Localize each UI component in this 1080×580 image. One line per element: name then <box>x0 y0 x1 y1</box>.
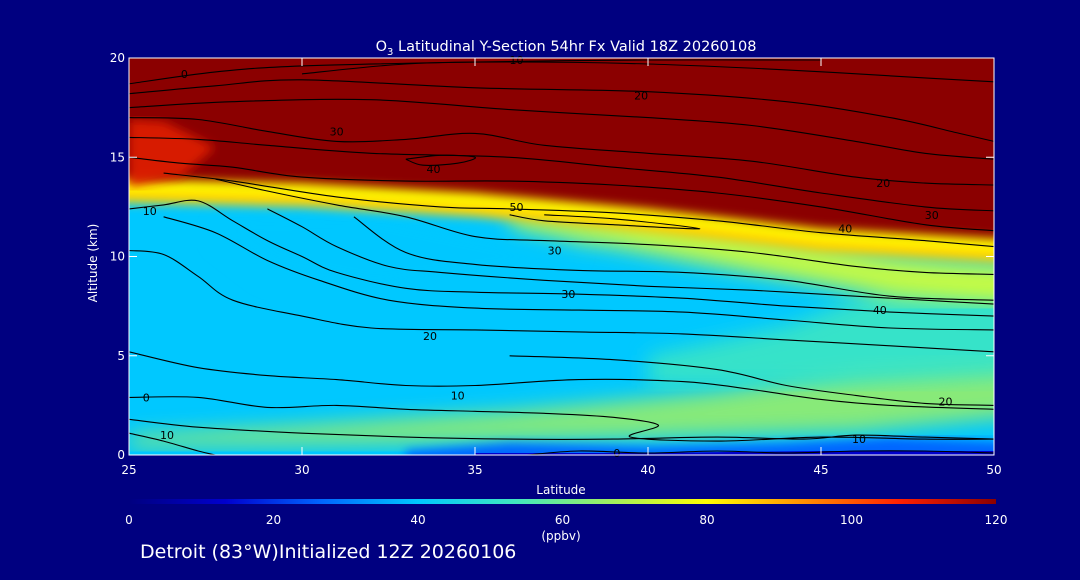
contour-line <box>215 178 994 275</box>
field-region-stratosphere <box>129 58 994 239</box>
x-tick-label: 40 <box>640 463 655 477</box>
contour-line <box>163 216 994 331</box>
contour-label: 10 <box>510 54 524 67</box>
contour-line <box>129 432 216 455</box>
forecast-location-subtitle: Detroit (83°W)Initialized 12Z 20260106 <box>140 541 517 563</box>
y-tick-label: 20 <box>110 51 125 65</box>
contour-line <box>129 418 994 440</box>
field-region-surface <box>475 451 994 455</box>
field-region-boundary-layer <box>405 437 994 455</box>
field-region-mid-troposphere <box>648 271 994 386</box>
contour-label: 20 <box>876 177 890 190</box>
x-tick-label: 50 <box>986 463 1001 477</box>
contour-line <box>129 199 994 317</box>
plot-area <box>129 58 994 455</box>
y-tick-label: 0 <box>117 448 125 462</box>
contour-line <box>353 216 994 301</box>
contour-line <box>405 154 476 166</box>
colorbar-tick-label: 120 <box>985 513 1008 527</box>
contour-lines <box>129 59 994 455</box>
contour-label: 30 <box>548 245 562 258</box>
contour-label: 40 <box>426 163 440 176</box>
contour-line <box>129 136 994 212</box>
contour-line <box>129 156 994 232</box>
contour-label: 10 <box>451 389 465 402</box>
x-axis: 25 30 35 40 45 50 <box>121 58 1002 477</box>
colorbar-tick-label: 0 <box>125 513 133 527</box>
contour-label: 0 <box>143 391 150 404</box>
x-axis-label: Latitude <box>536 483 585 497</box>
field-region-upper-yellow <box>509 216 994 303</box>
contour-label: 20 <box>939 395 953 408</box>
contour-line <box>129 79 994 142</box>
chart-title: O3 Latitudinal Y-Section 54hr Fx Valid 1… <box>376 39 757 58</box>
contour-label: 10 <box>852 433 866 446</box>
contour-label: 20 <box>634 90 648 103</box>
y-tick-label: 10 <box>110 250 125 264</box>
contour-label: 40 <box>873 304 887 317</box>
field-region-blue-pocket <box>215 204 579 297</box>
y-tick-label: 5 <box>117 349 125 363</box>
y-axis-label: Altitude (km) <box>86 224 100 303</box>
x-tick-label: 25 <box>121 463 136 477</box>
contour-label: 10 <box>160 429 174 442</box>
contour-line <box>509 214 701 230</box>
contour-label: 40 <box>838 223 852 236</box>
y-axis: 0 5 10 15 20 <box>110 51 994 462</box>
contour-line <box>129 249 994 353</box>
x-tick-label: 45 <box>813 463 828 477</box>
colorbar-tick-label: 60 <box>555 513 570 527</box>
contour-label: 50 <box>510 201 524 214</box>
contour-label: 20 <box>423 330 437 343</box>
colorbar-tick-label: 80 <box>699 513 714 527</box>
contour-line <box>129 351 994 410</box>
x-tick-label: 35 <box>467 463 482 477</box>
contour-label: 0 <box>181 68 188 81</box>
contour-label: 0 <box>613 447 620 460</box>
contour-line <box>267 208 994 305</box>
contour-line <box>129 117 994 186</box>
contour-label: 10 <box>143 205 157 218</box>
contour-label: 30 <box>330 125 344 138</box>
contour-line <box>526 450 994 455</box>
colorbar-tick-label: 20 <box>266 513 281 527</box>
contour-line <box>129 98 994 160</box>
colorbar-ticks: 0 20 40 60 80 100 120 <box>125 513 1007 527</box>
contour-labels: 0 10 20 30 40 20 30 50 40 10 30 40 20 10 20 0 10 30 10 0 <box>143 54 953 460</box>
field-region-red-lobe <box>129 119 216 187</box>
colorbar-gradient <box>129 499 996 504</box>
y-tick-label: 15 <box>110 150 125 164</box>
colorbar: 0 20 40 60 80 100 120 (ppbv) <box>125 499 1007 543</box>
colorbar-tick-label: 40 <box>410 513 425 527</box>
contour-label: 30 <box>561 288 575 301</box>
colorbar-tick-label: 100 <box>840 513 863 527</box>
colorbar-units-label: (ppbv) <box>541 529 580 543</box>
contour-line <box>163 172 994 248</box>
x-tick-label: 30 <box>294 463 309 477</box>
contour-line <box>509 355 994 406</box>
contour-label: 30 <box>925 209 939 222</box>
contour-line <box>129 396 994 442</box>
ozone-filled-field <box>129 58 994 455</box>
